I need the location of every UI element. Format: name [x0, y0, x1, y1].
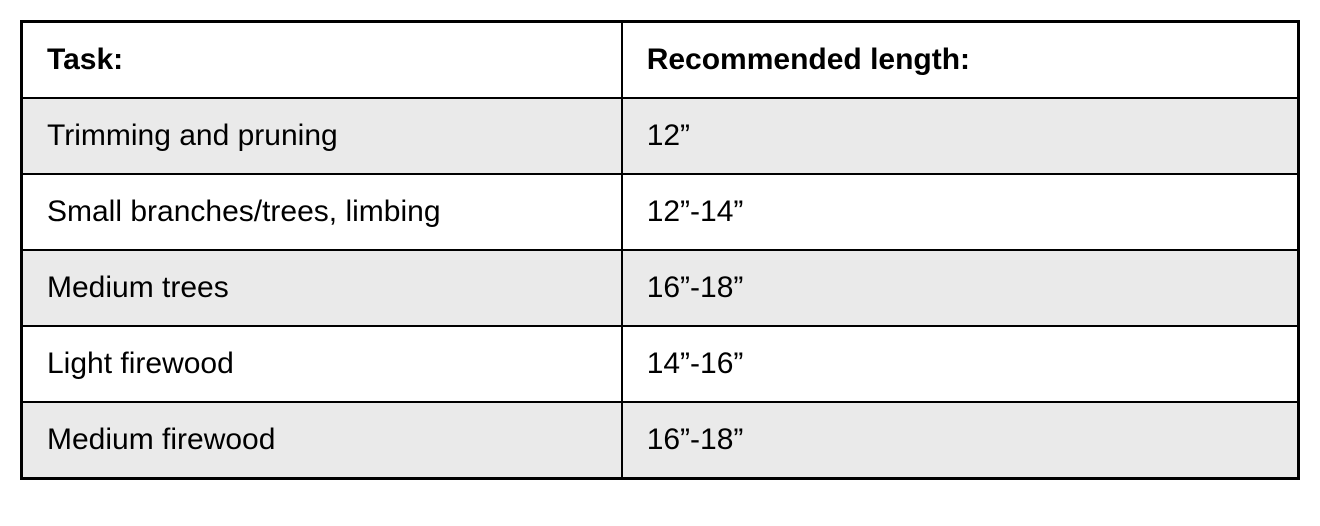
recommended-length-table: Task: Recommended length: Trimming and p…: [20, 20, 1300, 480]
cell-length: 12”: [622, 98, 1299, 174]
column-header-length: Recommended length:: [622, 22, 1299, 99]
table-row: Medium trees 16”-18”: [22, 250, 1299, 326]
recommended-length-table-container: Task: Recommended length: Trimming and p…: [20, 20, 1300, 480]
cell-task: Trimming and pruning: [22, 98, 622, 174]
table-header-row: Task: Recommended length:: [22, 22, 1299, 99]
table-header: Task: Recommended length:: [22, 22, 1299, 99]
table-row: Small branches/trees, limbing 12”-14”: [22, 174, 1299, 250]
cell-length: 12”-14”: [622, 174, 1299, 250]
cell-length: 16”-18”: [622, 250, 1299, 326]
table-row: Trimming and pruning 12”: [22, 98, 1299, 174]
cell-length: 14”-16”: [622, 326, 1299, 402]
table-row: Light firewood 14”-16”: [22, 326, 1299, 402]
cell-task: Medium trees: [22, 250, 622, 326]
cell-task: Medium firewood: [22, 402, 622, 479]
cell-task: Small branches/trees, limbing: [22, 174, 622, 250]
cell-task: Light firewood: [22, 326, 622, 402]
cell-length: 16”-18”: [622, 402, 1299, 479]
table-body: Trimming and pruning 12” Small branches/…: [22, 98, 1299, 479]
column-header-task: Task:: [22, 22, 622, 99]
table-row: Medium firewood 16”-18”: [22, 402, 1299, 479]
